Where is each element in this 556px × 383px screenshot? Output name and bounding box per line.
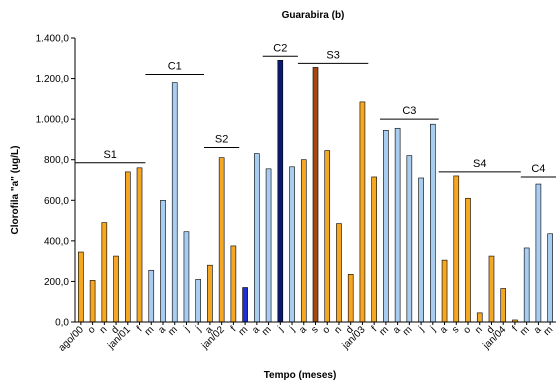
bar <box>394 127 401 323</box>
bar <box>218 157 225 323</box>
x-tick-label: m <box>166 324 180 338</box>
group-label: S1 <box>103 149 116 161</box>
x-tick-label: f <box>510 324 520 334</box>
bar <box>359 101 366 323</box>
x-tick-label: o <box>86 324 98 336</box>
x-axis-title: Tempo (meses) <box>264 370 337 381</box>
y-tick-label: 800,0 <box>44 155 69 166</box>
bar <box>242 287 248 323</box>
bar <box>148 269 155 323</box>
y-tick-label: 1.400,0 <box>36 34 70 45</box>
group-label: C3 <box>402 105 416 117</box>
bar <box>89 280 96 323</box>
x-tick-label: j <box>193 324 203 334</box>
bar <box>78 251 84 323</box>
bar <box>453 175 460 323</box>
bar <box>430 123 436 323</box>
x-tick-label: n <box>473 324 485 336</box>
bar <box>289 166 295 323</box>
x-tick-label: m <box>237 324 251 338</box>
bar <box>523 247 530 323</box>
y-tick-label: 400,0 <box>44 236 69 247</box>
bar <box>476 312 483 323</box>
x-tick-label: j <box>287 324 297 334</box>
y-tick-label: 1.000,0 <box>36 115 70 126</box>
x-tick-label: d <box>109 324 121 336</box>
y-axis: 0,0 200,0 400,0 600,0 800,0 1.000,0 1.200,0 1.4… <box>36 34 76 329</box>
bar <box>160 199 166 323</box>
x-tick-label: a <box>297 324 309 336</box>
x-tick-label: j <box>416 324 426 334</box>
x-tick-label: f <box>370 324 380 334</box>
x-tick-label: m <box>542 324 556 338</box>
x-tick-label: j <box>182 324 192 334</box>
bar <box>101 222 108 323</box>
bar <box>171 82 178 323</box>
x-tick-label: d <box>485 324 497 336</box>
period-groups: S1 C1 S2 C2 S3 C3 S4 C4 <box>75 42 556 178</box>
bar <box>230 245 237 323</box>
bar <box>441 259 448 323</box>
bar <box>371 176 377 323</box>
y-tick-label: 200,0 <box>44 277 69 288</box>
bar <box>195 279 201 323</box>
bar <box>254 153 260 323</box>
x-tick-label: d <box>344 324 356 336</box>
group-label: C2 <box>273 42 287 54</box>
y-tick-label: 600,0 <box>44 196 69 207</box>
bar <box>183 231 190 323</box>
group-label: C1 <box>168 61 182 73</box>
x-tick-label: n <box>98 324 110 336</box>
bar <box>347 274 354 323</box>
bar <box>207 264 213 323</box>
x-tick-label: f <box>135 324 145 334</box>
x-tick-label: j <box>428 324 438 334</box>
chart-title: Guarabira (b) <box>282 10 345 21</box>
y-tick-label: 0,0 <box>55 318 69 329</box>
bar <box>113 255 119 323</box>
bar <box>488 255 495 323</box>
x-tick-label: m <box>401 324 415 338</box>
bar <box>406 155 413 323</box>
x-tick-label: o <box>321 324 333 336</box>
x-tick-label: m <box>377 324 391 338</box>
y-tick-label: 1.200,0 <box>36 74 70 85</box>
x-tick-label: f <box>229 324 239 334</box>
bar <box>500 288 507 323</box>
group-label: C4 <box>531 163 545 175</box>
bar <box>383 130 389 323</box>
x-tick-label: m <box>260 324 274 338</box>
bar <box>547 233 553 323</box>
x-tick-label: o <box>461 324 473 336</box>
bar <box>300 159 307 323</box>
x-tick-label: s <box>450 324 461 335</box>
group-label: S4 <box>473 158 486 170</box>
bar <box>265 168 272 323</box>
x-tick-label: m <box>518 324 532 338</box>
bar <box>465 197 471 323</box>
x-tick-label: s <box>309 324 320 335</box>
bar <box>324 150 331 323</box>
bar <box>124 171 131 323</box>
bar <box>277 60 284 323</box>
group-label: S3 <box>326 49 339 61</box>
x-tick-label: j <box>275 324 285 334</box>
bar <box>336 223 342 323</box>
bars <box>78 60 553 323</box>
bar <box>312 67 319 323</box>
group-label: S2 <box>215 134 228 146</box>
bar <box>418 177 424 323</box>
x-tick-label: a <box>438 324 450 336</box>
x-tick-label: n <box>332 324 344 336</box>
x-tick-label: m <box>143 324 157 338</box>
bar <box>136 167 143 323</box>
bar <box>535 183 542 323</box>
y-axis-title: Clorofila "a" (ug/L) <box>10 146 21 235</box>
